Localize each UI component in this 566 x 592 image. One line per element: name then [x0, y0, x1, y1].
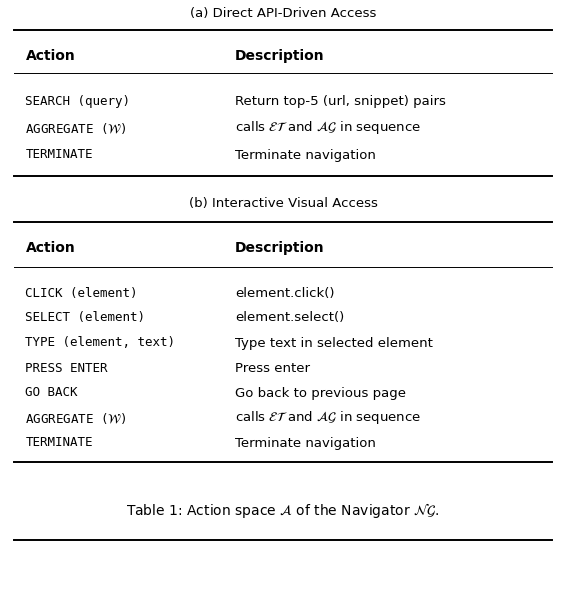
Text: calls $\mathcal{E}\mathcal{T}$ and $\mathcal{A}\mathcal{G}$ in sequence: calls $\mathcal{E}\mathcal{T}$ and $\mat… [235, 120, 421, 137]
Text: CLICK (element): CLICK (element) [25, 287, 138, 300]
Text: Description: Description [235, 241, 324, 255]
Text: (a) Direct API-Driven Access: (a) Direct API-Driven Access [190, 8, 376, 21]
Text: (b) Interactive Visual Access: (b) Interactive Visual Access [188, 197, 378, 210]
Text: SELECT (element): SELECT (element) [25, 311, 145, 324]
Text: element.select(): element.select() [235, 311, 344, 324]
Text: TERMINATE: TERMINATE [25, 436, 93, 449]
Text: PRESS ENTER: PRESS ENTER [25, 362, 108, 375]
Text: Action: Action [25, 241, 75, 255]
Text: Action: Action [25, 49, 75, 63]
Text: AGGREGATE ($\mathcal{W}$): AGGREGATE ($\mathcal{W}$) [25, 410, 127, 426]
Text: Terminate navigation: Terminate navigation [235, 149, 376, 162]
Text: TYPE (element, text): TYPE (element, text) [25, 336, 175, 349]
Text: calls $\mathcal{E}\mathcal{T}$ and $\mathcal{A}\mathcal{G}$ in sequence: calls $\mathcal{E}\mathcal{T}$ and $\mat… [235, 410, 421, 426]
Text: element.click(): element.click() [235, 287, 335, 300]
Text: GO BACK: GO BACK [25, 387, 78, 400]
Text: AGGREGATE ($\mathcal{W}$): AGGREGATE ($\mathcal{W}$) [25, 121, 127, 136]
Text: Table 1: Action space $\mathcal{A}$ of the Navigator $\mathcal{N}\mathcal{G}$.: Table 1: Action space $\mathcal{A}$ of t… [126, 500, 440, 520]
Text: Return top-5 (url, snippet) pairs: Return top-5 (url, snippet) pairs [235, 95, 446, 108]
Text: TERMINATE: TERMINATE [25, 149, 93, 162]
Text: Description: Description [235, 49, 324, 63]
Text: Terminate navigation: Terminate navigation [235, 436, 376, 449]
Text: Go back to previous page: Go back to previous page [235, 387, 406, 400]
Text: Type text in selected element: Type text in selected element [235, 336, 433, 349]
Text: Press enter: Press enter [235, 362, 310, 375]
Text: SEARCH (query): SEARCH (query) [25, 95, 131, 108]
